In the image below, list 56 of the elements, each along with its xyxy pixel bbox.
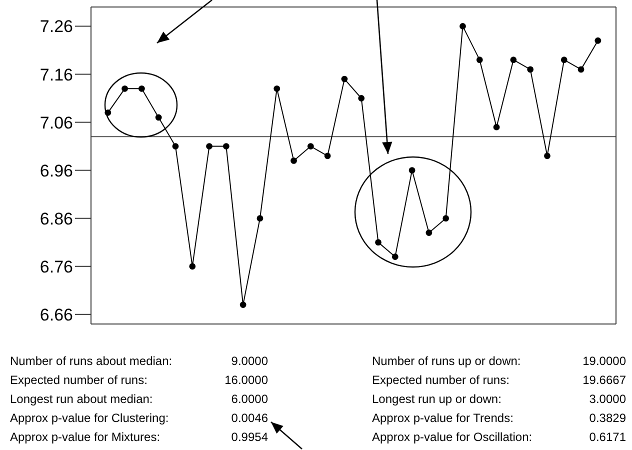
point: [594, 37, 602, 44]
text: 16.0000: [224, 373, 268, 387]
point: [155, 114, 162, 121]
point: [189, 263, 196, 270]
text: Approx p-value for Trends:: [372, 411, 514, 425]
point: [240, 302, 246, 308]
text: 6.0000: [231, 392, 268, 406]
point: [544, 152, 550, 160]
point: [375, 239, 382, 246]
text: Approx p-value for Clustering:: [10, 411, 169, 425]
point: [206, 143, 212, 150]
text: 0.0046: [231, 411, 268, 425]
text: Longest run about median:: [10, 392, 153, 406]
point: [307, 143, 314, 150]
text: Longest run up or down:: [372, 392, 502, 406]
text: Number of runs up or down:: [372, 354, 521, 368]
point: [256, 215, 264, 222]
point: [122, 85, 128, 92]
point: [324, 152, 331, 160]
text: Expected number of runs:: [10, 373, 148, 387]
point: [493, 124, 500, 130]
text: 0.6171: [589, 430, 626, 444]
point: [578, 66, 584, 73]
point: [222, 143, 230, 150]
point: [274, 85, 280, 92]
y-tick-label: 6.66: [40, 305, 73, 324]
y-tick-label: 6.86: [40, 209, 73, 228]
point: [138, 85, 145, 92]
y-tick-label: 7.16: [40, 65, 73, 84]
point: [172, 143, 179, 150]
point: [527, 66, 534, 73]
y-tick-label: 7.26: [40, 17, 73, 36]
text: Number of runs about median:: [10, 354, 172, 368]
point: [560, 56, 568, 64]
text: 9.0000: [231, 354, 268, 368]
y-tick-label: 6.76: [40, 257, 73, 276]
text: Approx p-value for Oscillation:: [372, 430, 532, 444]
point: [290, 157, 297, 164]
point: [442, 215, 450, 222]
point: [358, 95, 365, 102]
text: 3.0000: [589, 392, 626, 406]
y-tick-label: 7.06: [40, 113, 73, 132]
text: 19.6667: [582, 373, 626, 387]
text: Expected number of runs:: [372, 373, 510, 387]
point: [408, 167, 416, 174]
point: [341, 76, 348, 82]
text: 0.3829: [589, 411, 626, 425]
point: [476, 56, 483, 64]
y-tick-label: 6.96: [40, 161, 73, 180]
point: [510, 56, 517, 64]
text: 0.9954: [231, 430, 268, 444]
text: 19.0000: [582, 354, 626, 368]
point: [426, 230, 432, 236]
text: Approx p-value for Mixtures:: [10, 430, 160, 444]
point: [460, 23, 466, 30]
point: [392, 254, 398, 260]
